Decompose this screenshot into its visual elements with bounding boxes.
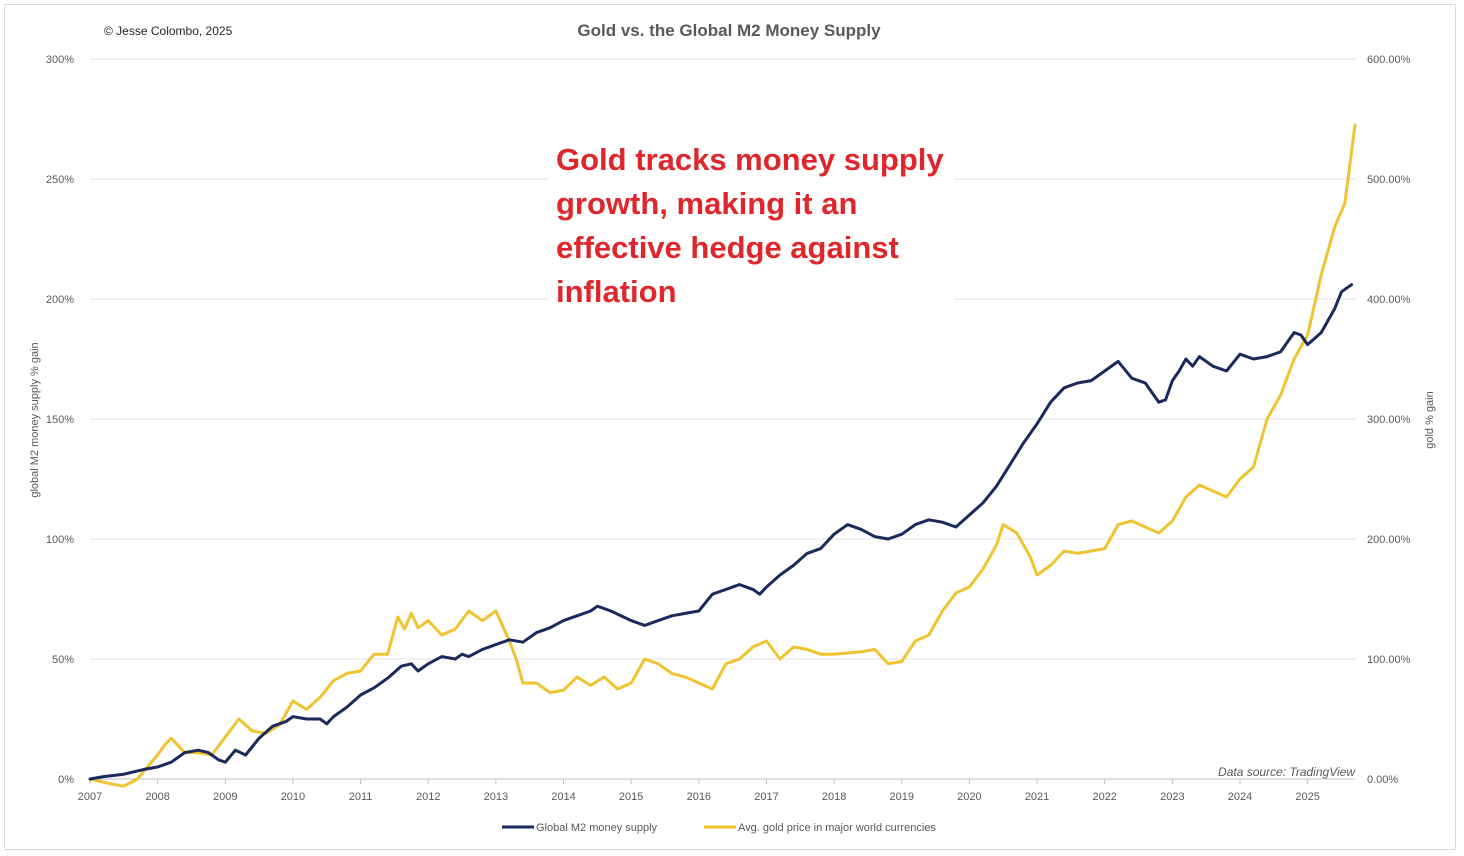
y-axis-left-ticks: 0% 50% 100% 150% 200% 250% 300% [46, 54, 74, 786]
x-tick-label: 2022 [1092, 791, 1116, 803]
y-tick-label-right: 100.00% [1367, 654, 1411, 666]
y-tick-label-left: 0% [58, 774, 74, 786]
y-tick-label-right: 400.00% [1367, 294, 1411, 306]
x-axis-ticks: 2007 2008 2009 2010 2011 2012 2013 2014 2015 2016… [78, 779, 1320, 803]
legend-label-gold: Avg. gold price in major world currencie… [738, 822, 936, 834]
series-line-gold [88, 123, 1357, 788]
y-tick-label-left: 250% [46, 174, 74, 186]
x-tick-label: 2016 [687, 791, 711, 803]
x-tick-label: 2008 [145, 791, 169, 803]
x-tick-label: 2012 [416, 791, 440, 803]
y-axis-right-label: gold % gain [1424, 391, 1436, 449]
x-tick-label: 2013 [484, 791, 508, 803]
x-tick-label: 2024 [1228, 791, 1252, 803]
y-tick-label-right: 600.00% [1367, 54, 1411, 66]
x-tick-label: 2018 [822, 791, 846, 803]
y-axis-left-label: global M2 money supply % gain [29, 342, 41, 497]
y-tick-label-left: 150% [46, 414, 74, 426]
y-axis-right-ticks: 0.00% 100.00% 200.00% 300.00% 400.00% 500.00%… [1367, 54, 1411, 786]
y-tick-label-right: 300.00% [1367, 414, 1411, 426]
x-tick-label: 2020 [957, 791, 981, 803]
x-tick-label: 2014 [551, 791, 575, 803]
x-tick-label: 2025 [1295, 791, 1319, 803]
annotation-line-3: effective hedge against [556, 230, 899, 265]
annotation-line-2: growth, making it an [556, 186, 857, 221]
annotation-text: Gold tracks money supply growth, making … [556, 142, 952, 309]
data-source-note: Data source: TradingView [1218, 765, 1356, 779]
series-lines [88, 123, 1357, 788]
legend-label-m2: Global M2 money supply [536, 822, 658, 834]
chart-title: Gold vs. the Global M2 Money Supply [577, 21, 881, 40]
copyright-text: © Jesse Colombo, 2025 [104, 24, 233, 38]
y-tick-label-right: 0.00% [1367, 774, 1398, 786]
x-tick-label: 2011 [349, 791, 373, 803]
y-tick-label-left: 300% [46, 54, 74, 66]
annotation-line-4: inflation [556, 274, 677, 309]
x-tick-label: 2021 [1025, 791, 1049, 803]
y-tick-label-right: 500.00% [1367, 174, 1411, 186]
x-tick-label: 2015 [619, 791, 643, 803]
y-tick-label-left: 100% [46, 534, 74, 546]
annotation-background [548, 132, 954, 310]
x-tick-label: 2007 [78, 791, 102, 803]
x-tick-label: 2019 [890, 791, 914, 803]
x-tick-label: 2023 [1160, 791, 1184, 803]
legend: Global M2 money supply Avg. gold price i… [502, 822, 936, 834]
x-tick-label: 2010 [281, 791, 305, 803]
y-tick-label-right: 200.00% [1367, 534, 1411, 546]
annotation-line-1: Gold tracks money supply [556, 142, 944, 177]
x-tick-label: 2017 [754, 791, 778, 803]
series-line-m2 [88, 283, 1354, 781]
y-tick-label-left: 200% [46, 294, 74, 306]
y-tick-label-left: 50% [52, 654, 74, 666]
x-tick-label: 2009 [213, 791, 237, 803]
